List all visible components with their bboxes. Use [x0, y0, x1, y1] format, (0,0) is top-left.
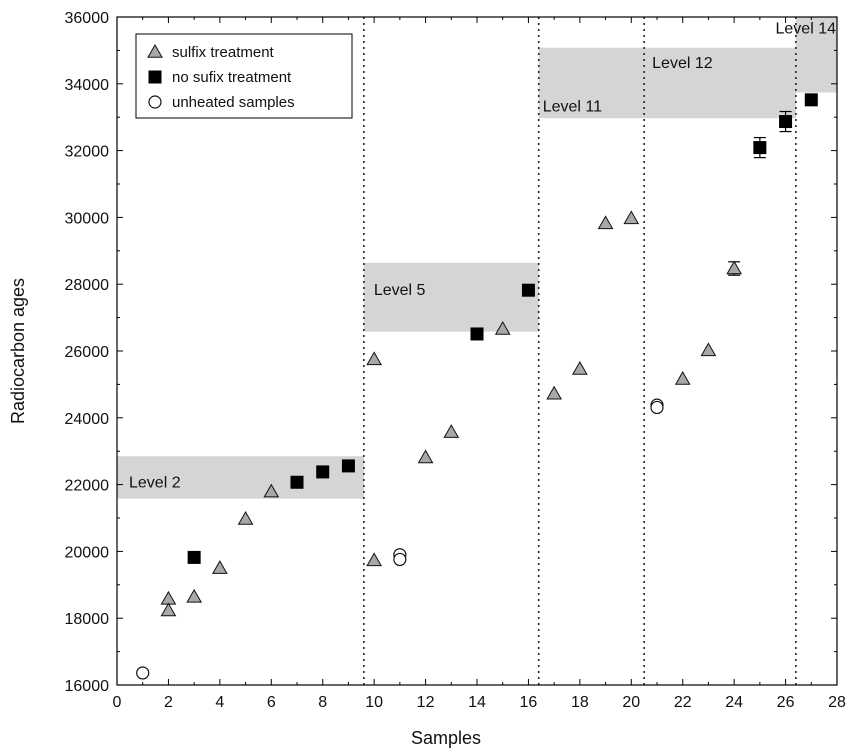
level-band-1 [363, 262, 539, 332]
triangle-point [237, 510, 254, 525]
y-tick-label: 26000 [65, 344, 110, 361]
y-tick-label: 18000 [65, 611, 110, 628]
y-tick-label: 24000 [65, 411, 110, 428]
legend-label: unheated samples [172, 94, 295, 111]
triangle-point [726, 260, 743, 275]
square-point [753, 141, 767, 155]
y-tick-label: 28000 [65, 277, 110, 294]
x-tick-label: 6 [267, 694, 276, 711]
x-tick-label: 28 [828, 694, 846, 711]
legend-label: no sufix treatment [172, 69, 292, 86]
level-band-2 [538, 47, 645, 119]
level-band-3 [644, 47, 796, 119]
triangle-point [366, 351, 383, 366]
legend: sulfix treatment no sufix treatment unheat… [135, 33, 353, 119]
axes: 0 2 4 6 8 10 12 14 16 18 20 22 24 26 28160001800020000… [65, 10, 847, 711]
triangle-point [443, 424, 460, 438]
x-tick-label: 18 [571, 694, 589, 711]
y-tick-label: 20000 [65, 544, 110, 561]
x-tick-label: 0 [113, 694, 122, 711]
y-tick-label: 36000 [65, 10, 110, 27]
square-point [521, 283, 535, 297]
x-tick-label: 12 [417, 694, 435, 711]
triangle-point [186, 588, 203, 603]
x-tick-label: 26 [777, 694, 795, 711]
x-tick-label: 22 [674, 694, 692, 711]
triangle-point [674, 371, 691, 385]
square-point [804, 93, 818, 107]
x-tick-label: 2 [164, 694, 173, 711]
triangle-point [623, 210, 640, 225]
y-tick-label: 22000 [65, 478, 110, 495]
x-tick-label: 24 [725, 694, 743, 711]
square-point [290, 475, 304, 489]
triangle-point [211, 560, 228, 574]
x-tick-label: 4 [215, 694, 224, 711]
triangle-point [366, 552, 383, 567]
data-points [136, 93, 818, 680]
x-axis-title: Samples [411, 728, 481, 748]
triangle-point [494, 320, 511, 335]
x-tick-label: 8 [318, 694, 327, 711]
square-point [187, 550, 201, 564]
level-label-3: Level 12 [652, 55, 713, 72]
level-labels: Level 2 Level 5 Level 11 Level 12 Level 14 [129, 21, 836, 492]
square-point [341, 459, 355, 473]
y-tick-label: 16000 [65, 678, 110, 695]
level-label-1: Level 5 [374, 282, 426, 299]
triangle-point [700, 342, 717, 357]
circle-point [650, 400, 664, 415]
square-point [316, 465, 330, 479]
y-tick-label: 30000 [65, 210, 110, 227]
legend-label: sulfix treatment [172, 44, 275, 61]
circle-point [136, 666, 150, 680]
level-band-4 [795, 17, 837, 93]
legend-box [135, 33, 353, 119]
triangle-point [417, 449, 434, 464]
circle-point [393, 552, 407, 567]
x-tick-label: 16 [520, 694, 538, 711]
legend-circle-marker [148, 95, 162, 109]
level-label-4: Level 14 [776, 21, 837, 38]
y-axis-title: Radiocarbon ages [8, 278, 28, 424]
x-tick-label: 20 [622, 694, 640, 711]
square-point [779, 115, 793, 129]
legend-square-marker [148, 70, 162, 84]
square-point [470, 327, 484, 341]
level-label-2: Level 11 [543, 99, 602, 116]
y-tick-label: 32000 [65, 144, 110, 161]
triangle-point [263, 483, 280, 498]
triangle-point [597, 215, 614, 230]
y-tick-label: 34000 [65, 77, 110, 94]
level-label-0: Level 2 [129, 475, 181, 492]
x-tick-label: 10 [365, 694, 383, 711]
x-tick-label: 14 [468, 694, 486, 711]
triangle-point [160, 602, 177, 617]
triangle-point [571, 361, 588, 375]
triangle-point [546, 385, 563, 400]
legend-triangle-marker [147, 43, 163, 58]
